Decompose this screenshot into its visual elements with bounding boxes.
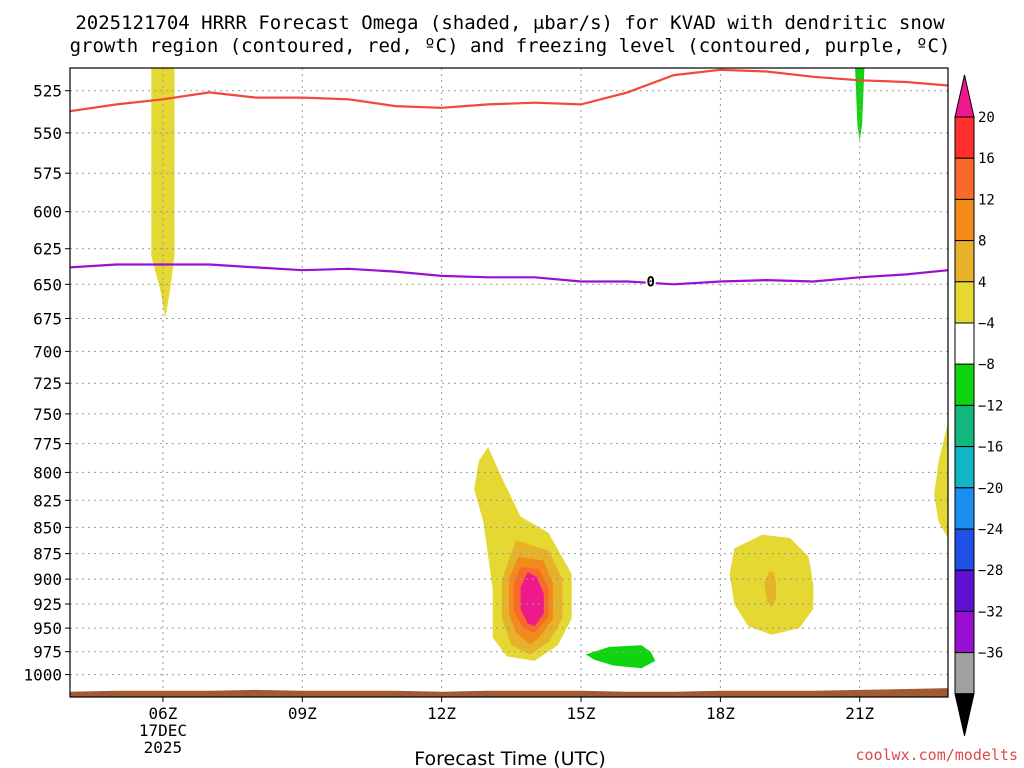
omega-region-5 [520,572,544,627]
y-tick-label: 675 [33,310,62,329]
omega-region-6 [585,645,656,669]
colorbar-swatch [954,446,975,489]
omega-region-10 [934,422,948,538]
colorbar-top-extension [954,74,975,118]
x-tick-date: 17DEC [139,721,187,740]
colorbar-swatch [954,404,975,448]
y-tick-label: 1000 [23,666,62,685]
colorbar-bottom-extension [954,693,975,736]
colorbar-swatch [954,652,975,695]
colorbar-swatch [954,281,975,324]
omega-region-0 [151,68,175,319]
plot-frame [69,67,949,698]
x-tick-year: 2025 [144,738,183,757]
colorbar-label: −20 [978,481,1003,497]
y-tick-label: 900 [33,570,62,589]
colorbar-label: 8 [978,234,986,250]
colorbar-label: −8 [978,357,995,373]
colorbar-label: 20 [978,110,995,126]
colorbar-swatch [954,116,975,159]
colorbar-label: 12 [978,192,995,208]
y-tick-label: 850 [33,518,62,537]
y-tick-label: 650 [33,275,62,294]
y-tick-label: 550 [33,124,62,143]
chart-title-line-1: 2025121704 HRRR Forecast Omega (shaded, … [75,12,945,34]
omega-shaded-regions [151,68,948,669]
colorbar-swatch [954,322,975,365]
y-tick-label: 725 [33,374,62,393]
x-tick-label: 06Z [148,704,177,723]
colorbar-label: 16 [978,151,995,167]
y-tick-label: 700 [33,342,62,361]
x-tick-label: 15Z [567,704,596,723]
colorbar-label: 4 [978,275,986,291]
grid-lines [70,68,948,697]
y-tick-label: 575 [33,164,62,183]
y-axis-pressure: 525 550 575 600 625 650 675 700 725 750 775 800 825 8… [23,82,70,685]
dgz-line [69,68,949,113]
y-tick-label: 875 [33,545,62,564]
terrain-surface [70,688,948,697]
colorbar: 20 16 12 8 4 −4 −8 −12 −16 −20 −24 −28 −32 −36 [954,74,1003,736]
colorbar-swatch [954,610,975,654]
colorbar-swatch [954,157,975,200]
y-tick-label: 525 [33,82,62,101]
colorbar-label: −4 [978,316,995,332]
x-tick-label: 12Z [427,704,456,723]
y-tick-label: 600 [33,203,62,222]
colorbar-label: −36 [978,646,1003,662]
omega-region-8 [764,571,777,607]
y-tick-label: 975 [33,643,62,662]
colorbar-label: −28 [978,563,1003,579]
terrain-fill [70,688,948,697]
colorbar-swatch [954,528,975,571]
y-tick-label: 950 [33,619,62,638]
y-tick-label: 825 [33,491,62,510]
x-tick-label: 09Z [288,704,317,723]
colorbar-label: −16 [978,440,1003,456]
colorbar-swatch [954,363,975,406]
contour-lines: 0 [69,68,949,290]
freezing-level-line [69,263,949,286]
colorbar-label: −24 [978,522,1003,538]
chart-title-line-2: growth region (contoured, red, ºC) and f… [70,35,951,57]
colorbar-swatch [954,569,975,612]
contour-label-bg [645,273,656,288]
colorbar-swatch [954,487,975,530]
colorbar-label: −12 [978,398,1003,414]
y-tick-label: 925 [33,595,62,614]
colorbar-label: −32 [978,604,1003,620]
y-tick-label: 625 [33,240,62,259]
credit-link[interactable]: coolwx.com/modelts [855,746,1018,764]
x-tick-label: 18Z [706,704,735,723]
colorbar-swatch [954,240,975,283]
colorbar-swatch [954,198,975,242]
y-tick-label: 800 [33,463,62,482]
y-tick-label: 750 [33,405,62,424]
x-tick-label: 21Z [845,704,874,723]
freezing-level-label: 0 [646,274,654,290]
y-tick-label: 775 [33,435,62,454]
x-axis-label: Forecast Time (UTC) [414,748,605,768]
